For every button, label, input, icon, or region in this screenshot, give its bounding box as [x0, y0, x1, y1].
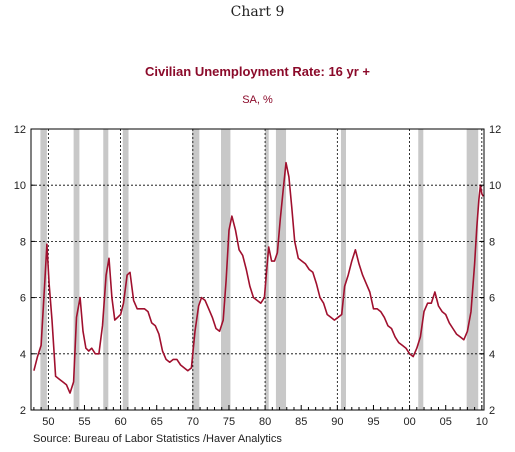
xtick-label-95: 95	[367, 416, 379, 428]
series-lines	[33, 161, 485, 394]
ytick-label-left-8: 8	[20, 236, 26, 248]
xtick-label-90: 90	[331, 416, 343, 428]
chart-subtitle: SA, %	[242, 94, 273, 106]
xtick-label-55: 55	[78, 416, 90, 428]
recession-band-0	[40, 129, 47, 410]
gridlines	[31, 129, 484, 410]
recession-band-1	[73, 129, 80, 410]
recession-band-8	[340, 129, 347, 410]
recession-band-10	[466, 129, 479, 410]
xtick-label-80: 80	[259, 416, 271, 428]
recession-band-9	[418, 129, 424, 410]
xtick-label-50: 50	[42, 416, 54, 428]
ytick-label-right-4: 4	[489, 349, 495, 361]
ytick-label-left-2: 2	[20, 405, 26, 417]
xtick-label-00: 00	[403, 416, 415, 428]
recession-band-3	[122, 129, 129, 410]
axis-ticks: 2 2 4 4 6 6 8 8 10 10 12 12 50 55 60 65 70 75 80 85 90 95 00 05…	[14, 124, 502, 428]
recession-band-7	[275, 129, 287, 410]
xtick-label-85: 85	[295, 416, 307, 428]
chart-number: Chart 9	[230, 4, 285, 20]
ytick-label-right-2: 2	[489, 405, 495, 417]
xtick-label-65: 65	[151, 416, 163, 428]
source-note: Source: Bureau of Labor Statistics /Have…	[33, 433, 282, 445]
ytick-label-right-6: 6	[489, 293, 495, 305]
ytick-label-right-12: 12	[489, 124, 501, 136]
chart-title: Civilian Unemployment Rate: 16 yr +	[144, 64, 371, 79]
recession-band-5	[221, 129, 231, 410]
ytick-label-left-12: 12	[14, 124, 26, 136]
ytick-label-right-8: 8	[489, 236, 495, 248]
ytick-label-left-6: 6	[20, 293, 26, 305]
series-line-0	[33, 161, 485, 394]
xtick-label-60: 60	[114, 416, 126, 428]
xtick-label-75: 75	[223, 416, 235, 428]
ytick-label-left-4: 4	[20, 349, 26, 361]
recession-band-4	[192, 129, 200, 410]
plot-border	[30, 128, 485, 411]
xtick-label-05: 05	[440, 416, 452, 428]
xtick-label-10: 10	[476, 416, 488, 428]
ytick-label-left-10: 10	[14, 180, 26, 192]
xtick-label-70: 70	[187, 416, 199, 428]
recession-bands	[40, 129, 479, 410]
recession-band-2	[103, 129, 109, 410]
plot-frame	[30, 128, 485, 411]
ytick-label-right-10: 10	[489, 180, 501, 192]
